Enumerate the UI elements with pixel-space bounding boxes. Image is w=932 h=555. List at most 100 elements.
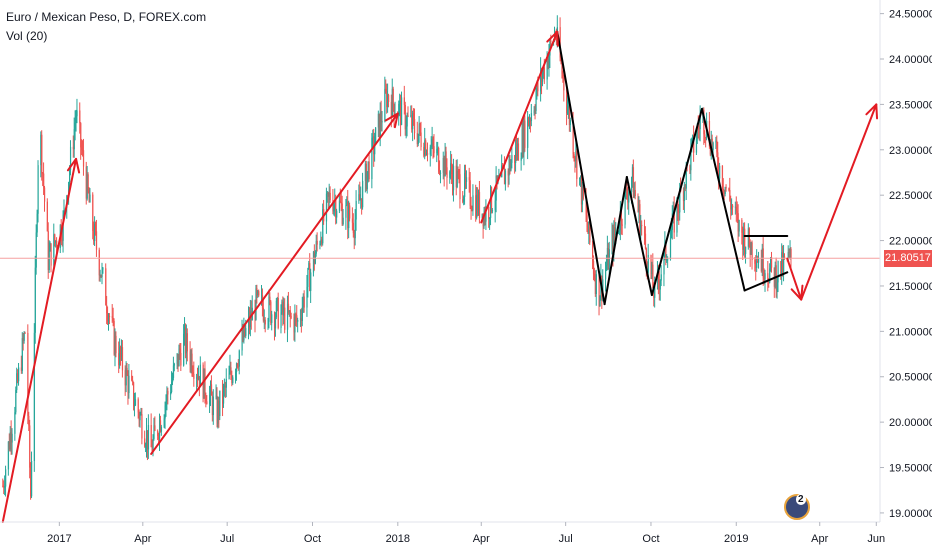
trend-arrow-head xyxy=(384,112,399,129)
candle-body xyxy=(300,318,303,321)
x-tick-label: Jul xyxy=(559,533,573,545)
candle-body xyxy=(569,120,571,126)
candle-body xyxy=(225,378,227,388)
x-tick-label: 2019 xyxy=(724,533,748,545)
candle-body xyxy=(573,153,575,158)
candle-body xyxy=(717,152,719,170)
candle-body xyxy=(107,313,109,322)
candle-body xyxy=(695,138,698,153)
candle-body xyxy=(423,147,425,156)
candle-body xyxy=(281,301,283,313)
x-tick-label: Jun xyxy=(867,533,885,545)
candle-body xyxy=(33,332,36,462)
candle-body xyxy=(419,123,421,133)
candle-body xyxy=(222,386,225,404)
candle-body xyxy=(218,400,220,417)
candle-body xyxy=(290,316,292,318)
candle-body xyxy=(517,143,520,161)
candle-body xyxy=(112,317,114,321)
candle-body xyxy=(53,234,55,266)
candle-body xyxy=(523,120,525,154)
candle-body xyxy=(509,159,511,171)
candle-body xyxy=(87,174,89,192)
candle-body xyxy=(413,113,415,120)
candle-body xyxy=(628,191,630,203)
candle-body xyxy=(128,375,130,394)
candle-body xyxy=(543,67,546,80)
candle-body xyxy=(704,134,706,138)
candle-body xyxy=(469,180,471,206)
candle-body xyxy=(15,390,17,413)
candle-body xyxy=(650,254,652,274)
candle-body xyxy=(232,377,234,384)
candle-body xyxy=(333,204,335,212)
candle-body xyxy=(478,191,481,219)
candle-body xyxy=(362,180,364,208)
candle-body xyxy=(541,69,543,82)
candle-body xyxy=(184,327,187,354)
candle-body xyxy=(471,209,473,211)
candle-body xyxy=(190,353,192,366)
candle-body xyxy=(158,435,160,439)
candle-body xyxy=(568,105,571,126)
candle-body xyxy=(673,207,675,233)
candle-body xyxy=(85,166,87,199)
candle-body xyxy=(92,194,94,231)
candle-body xyxy=(189,351,191,366)
candle-body xyxy=(744,228,746,254)
candle-body xyxy=(94,223,96,241)
candle-body xyxy=(177,353,179,367)
candle-body xyxy=(302,296,304,308)
candle-body xyxy=(593,273,596,279)
candle-body xyxy=(111,316,113,318)
candle-body xyxy=(284,307,286,330)
candle-body xyxy=(126,367,128,375)
candle-body xyxy=(559,27,561,58)
candle-body xyxy=(184,327,186,334)
candle-body xyxy=(288,310,291,313)
candle-body xyxy=(211,395,214,416)
candle-body xyxy=(258,291,260,296)
volume-indicator-label[interactable]: Vol (20) xyxy=(6,29,48,43)
candle-body xyxy=(769,268,771,283)
candle-body xyxy=(439,171,441,174)
candle-body xyxy=(566,90,568,113)
candle-body xyxy=(420,132,422,148)
candle-body xyxy=(365,163,367,190)
candle-body xyxy=(322,209,324,244)
candle-body xyxy=(458,171,460,175)
candle-body xyxy=(140,414,142,416)
candle-body xyxy=(310,272,312,291)
candle-body xyxy=(43,173,45,188)
candle-body xyxy=(542,67,545,75)
candle-body xyxy=(462,199,464,202)
candle-body xyxy=(741,219,743,233)
candle-body xyxy=(144,438,146,447)
candle-body xyxy=(286,303,289,330)
candle-body xyxy=(163,418,165,427)
candle-body xyxy=(132,380,134,383)
candle-body xyxy=(387,94,389,107)
candle-body xyxy=(677,201,679,213)
candle-body xyxy=(763,277,765,280)
candle-body xyxy=(669,238,672,260)
candle-body xyxy=(319,243,321,245)
candle-body xyxy=(139,414,141,421)
candle-body xyxy=(672,207,674,214)
candle-body xyxy=(528,117,530,126)
candle-body xyxy=(196,376,198,379)
candle-body xyxy=(366,171,368,190)
candle-body xyxy=(627,196,629,203)
candle-body xyxy=(624,190,626,225)
candle-body xyxy=(693,135,695,153)
candle-body xyxy=(777,261,779,283)
candle-body xyxy=(385,88,387,92)
candle-body xyxy=(165,400,167,406)
candle-body xyxy=(339,200,342,203)
candle-body xyxy=(137,399,139,413)
candle-body xyxy=(437,147,439,149)
pattern-line xyxy=(650,107,703,297)
candle-body xyxy=(432,139,434,147)
